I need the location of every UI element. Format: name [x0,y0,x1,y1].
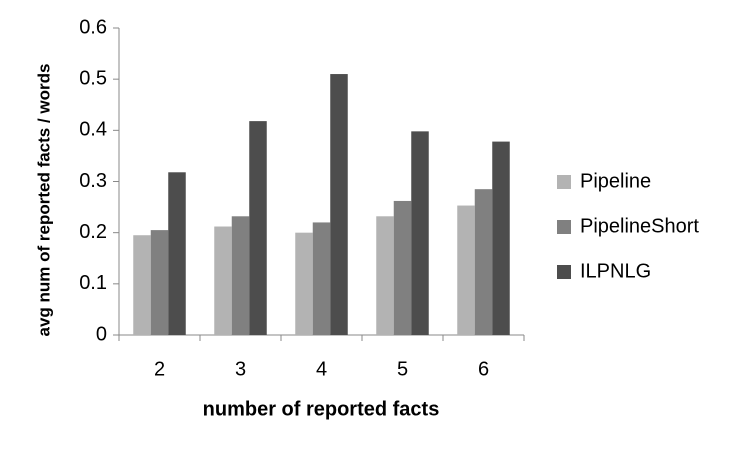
x-axis-title: number of reported facts [203,398,440,420]
y-tick-label: 0.1 [79,272,107,294]
legend-label: ILPNLG [580,260,651,282]
bar [393,200,412,335]
y-tick-label: 0.5 [79,67,107,89]
y-tick-label: 0 [96,323,107,345]
y-tick-label: 0.4 [79,119,107,141]
legend-swatch [557,175,571,189]
bar [133,235,151,335]
bar [312,222,331,335]
bar [249,121,267,335]
y-tick-label: 0.6 [79,16,107,38]
legend-swatch [557,220,571,234]
bar [214,226,232,335]
y-axis-title: avg num of reported facts / words [34,64,53,337]
legend-label: PipelineShort [580,215,699,237]
bar [150,230,169,335]
bar [295,232,313,335]
y-tick-label: 0.2 [79,221,107,243]
x-tick-label: 2 [154,358,165,380]
legend-swatch [557,265,571,279]
y-tick-label: 0.3 [79,170,107,192]
x-tick-label: 6 [478,358,489,380]
bar [492,141,510,335]
bar [474,189,493,335]
x-tick-label: 5 [397,358,408,380]
bar [168,172,186,335]
x-tick-label: 4 [316,358,327,380]
bar [330,74,348,336]
bar [376,216,394,335]
bar [231,216,250,335]
bar [457,205,475,335]
x-tick-label: 3 [235,358,246,380]
bar [411,131,429,335]
legend-label: Pipeline [580,170,651,192]
